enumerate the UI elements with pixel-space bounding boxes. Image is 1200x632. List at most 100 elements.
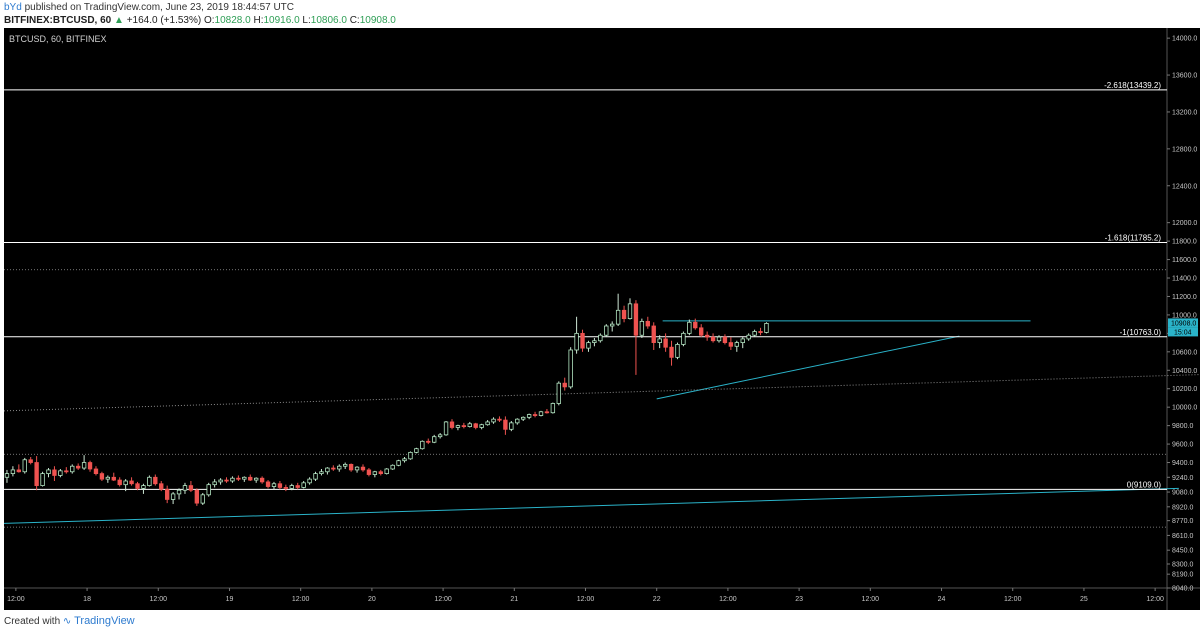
candle-body bbox=[159, 483, 164, 490]
y-tick-label: 9800.0 bbox=[1172, 423, 1194, 430]
candle-body bbox=[230, 477, 235, 482]
x-tick-label: 19 bbox=[226, 596, 234, 603]
candle bbox=[432, 434, 437, 444]
candle bbox=[598, 333, 603, 343]
candle bbox=[254, 477, 259, 483]
candle-body bbox=[236, 477, 241, 480]
candle-body bbox=[348, 463, 354, 471]
candle bbox=[147, 475, 152, 487]
candle bbox=[734, 340, 739, 352]
y-tick-label: 9240.0 bbox=[1172, 475, 1194, 482]
y-tick-label: 10000.0 bbox=[1172, 405, 1197, 412]
candle bbox=[657, 335, 662, 349]
y-tick-label: 11200.0 bbox=[1172, 294, 1197, 301]
candle-body bbox=[378, 471, 383, 475]
candle bbox=[384, 468, 389, 475]
y-tick-label: 10400.0 bbox=[1172, 368, 1197, 375]
candle bbox=[153, 474, 158, 486]
y-tick-label: 10600.0 bbox=[1172, 349, 1197, 356]
candle bbox=[758, 327, 763, 336]
high-label: H: bbox=[253, 15, 264, 26]
candle-body bbox=[194, 489, 200, 504]
candle bbox=[289, 483, 294, 491]
y-tick-label: 8770.0 bbox=[1172, 518, 1194, 525]
candle-body bbox=[758, 331, 763, 333]
candle-body bbox=[28, 459, 33, 463]
author-link[interactable]: bYd bbox=[4, 2, 22, 13]
tradingview-logo-icon: ∿ bbox=[62, 616, 72, 627]
candle bbox=[295, 482, 300, 490]
price-chart[interactable]: BTCUSD, 60, BITFINEX -2.618(13439.2) -1.6… bbox=[4, 28, 1200, 610]
candle bbox=[218, 478, 223, 485]
candle-body bbox=[176, 489, 182, 495]
candle bbox=[568, 347, 573, 389]
trendline-channel-top bbox=[4, 374, 1200, 412]
x-tick-label: 21 bbox=[510, 596, 518, 603]
candle bbox=[182, 482, 188, 494]
candle-body bbox=[710, 336, 716, 342]
candle bbox=[10, 466, 16, 477]
candle-body bbox=[414, 448, 419, 453]
candle bbox=[313, 471, 318, 481]
candle-body bbox=[224, 479, 229, 482]
candle bbox=[4, 469, 10, 483]
candle bbox=[372, 470, 378, 478]
candle-body bbox=[135, 483, 140, 489]
open-value: 10828.0 bbox=[214, 15, 251, 26]
candle bbox=[40, 471, 45, 487]
trendlines bbox=[4, 320, 1200, 524]
candle bbox=[485, 420, 490, 426]
y-tick-label: 13600.0 bbox=[1172, 73, 1197, 80]
candle bbox=[503, 416, 508, 435]
candle-body bbox=[621, 309, 627, 320]
candle-body bbox=[426, 440, 431, 443]
candle bbox=[509, 421, 514, 432]
candle-body bbox=[663, 338, 668, 348]
candle-body bbox=[301, 482, 306, 488]
y-tick-label: 11400.0 bbox=[1172, 276, 1197, 283]
y-axis: 14000.0 13600.0 13200.0 12800.0 12400.0 12000… bbox=[1167, 36, 1197, 593]
candle bbox=[675, 342, 680, 360]
candle bbox=[722, 334, 728, 345]
x-tick-label: 12:00 bbox=[7, 596, 25, 603]
candle bbox=[515, 418, 520, 425]
candle bbox=[574, 316, 579, 354]
candle-body bbox=[99, 473, 105, 480]
candle bbox=[337, 464, 342, 472]
candle bbox=[325, 467, 330, 475]
candle bbox=[746, 333, 751, 341]
x-tick-label: 12:00 bbox=[1004, 596, 1022, 603]
candle bbox=[34, 456, 39, 491]
candle bbox=[135, 481, 140, 491]
candle-body bbox=[70, 465, 75, 473]
tradingview-brand-link[interactable]: TradingView bbox=[74, 615, 135, 627]
candle bbox=[242, 476, 247, 482]
candle-body bbox=[687, 321, 692, 334]
candle bbox=[443, 421, 449, 436]
low-value: 10806.0 bbox=[310, 15, 347, 26]
candle bbox=[402, 456, 407, 463]
candle-body bbox=[343, 463, 348, 467]
chart-area[interactable]: BTCUSD, 60, BITFINEX -2.618(13439.2) -1.6… bbox=[4, 28, 1200, 610]
candle bbox=[99, 471, 105, 481]
candle bbox=[764, 322, 769, 334]
candle bbox=[610, 321, 615, 332]
candle-body bbox=[52, 469, 57, 476]
candle bbox=[87, 460, 93, 472]
countdown-badge bbox=[1168, 327, 1198, 337]
candle bbox=[604, 324, 609, 338]
candle-body bbox=[141, 485, 146, 489]
candle bbox=[159, 480, 164, 492]
candle-body bbox=[598, 334, 603, 342]
x-tick-label: 12:00 bbox=[434, 596, 452, 603]
candle bbox=[164, 485, 170, 504]
candle bbox=[248, 474, 253, 481]
candle bbox=[366, 468, 372, 477]
candle bbox=[319, 468, 324, 476]
candle bbox=[449, 419, 455, 430]
candle bbox=[710, 333, 716, 343]
candle-body bbox=[521, 416, 526, 420]
candle-body bbox=[147, 476, 152, 486]
candle-body bbox=[22, 459, 27, 473]
candle-body bbox=[10, 469, 16, 475]
